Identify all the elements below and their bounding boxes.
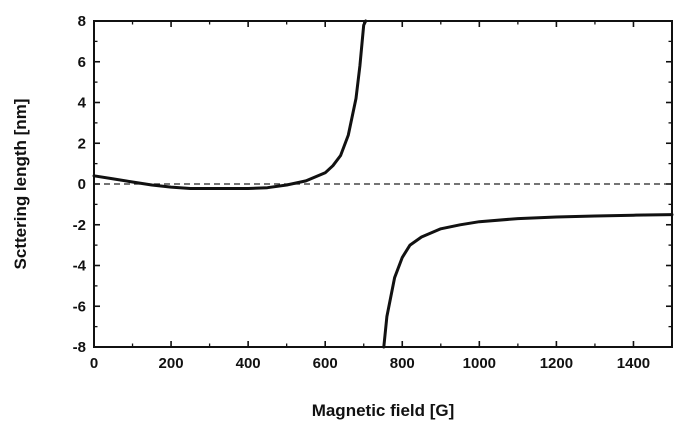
x-tick-label: 0 [90, 355, 98, 372]
x-tick-label: 1000 [463, 355, 496, 372]
y-tick-label: -6 [73, 298, 86, 315]
y-tick-label: 6 [78, 54, 86, 71]
x-axis-label: Magnetic field [G] [312, 401, 455, 420]
y-tick-label: -2 [73, 217, 86, 234]
x-tick-label: 400 [236, 355, 261, 372]
x-tick-label: 1200 [540, 355, 573, 372]
curve-below-resonance [92, 19, 368, 190]
y-tick-label: -8 [73, 339, 86, 356]
x-tick-label: 1400 [617, 355, 650, 372]
curve-above-resonance [382, 213, 674, 349]
plot-frame [93, 20, 673, 348]
y-tick-label: -4 [73, 258, 87, 275]
x-tick-label: 800 [390, 355, 415, 372]
x-tick-label: 200 [159, 355, 184, 372]
y-tick-label: 2 [78, 135, 86, 152]
y-tick-label: 4 [78, 95, 87, 112]
series-layer [92, 19, 674, 349]
x-tick-label: 600 [313, 355, 338, 372]
y-tick-label: 0 [78, 176, 86, 193]
y-tick-label: 8 [78, 13, 86, 30]
tick-labels-layer: 0 200 400 600 800 1000 1200 1400 -8 -6 -4 -2 0 2 4 6 8 [73, 13, 650, 372]
y-axis-label: Scttering length [nm] [11, 99, 30, 270]
